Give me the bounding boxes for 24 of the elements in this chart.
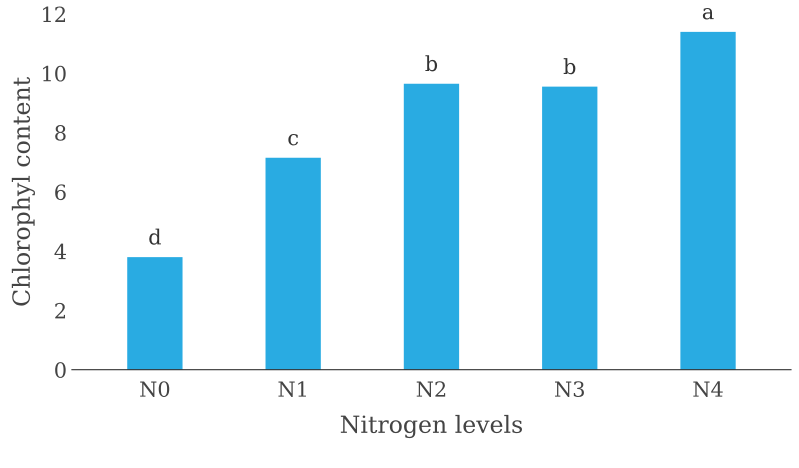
y-axis-title: Chlorophyl content — [12, 77, 35, 306]
x-tick-label: N1 — [278, 381, 306, 397]
y-tick-label: 8 — [55, 125, 66, 141]
bar — [404, 84, 460, 370]
bar — [127, 257, 183, 370]
y-tick-label: 4 — [54, 244, 66, 260]
x-tick-label: N0 — [140, 381, 170, 397]
y-tick-label: 12 — [43, 6, 66, 22]
annotation: b — [425, 55, 438, 72]
annotation: a — [702, 8, 714, 20]
annotation: b — [564, 58, 576, 74]
annotation: d — [149, 228, 161, 245]
x-tick-label: N3 — [555, 381, 584, 397]
bar — [680, 32, 736, 370]
bar — [266, 158, 321, 370]
y-tick-label: 10 — [43, 66, 66, 82]
y-tick-label: 6 — [55, 184, 66, 200]
annotation: c — [288, 134, 298, 146]
x-tick-label: N2 — [416, 381, 446, 397]
x-tick-label: N4 — [693, 381, 723, 397]
y-tick-label: 0 — [55, 362, 66, 378]
y-tick-label: 2 — [55, 302, 66, 318]
bar — [542, 86, 598, 370]
x-axis-title: Nitrogen levels — [340, 414, 522, 438]
